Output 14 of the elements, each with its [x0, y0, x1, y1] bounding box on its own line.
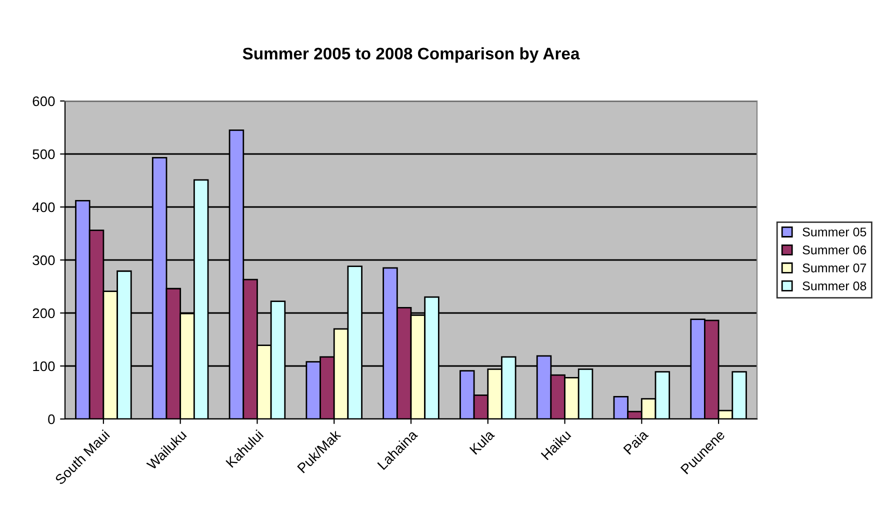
legend-label: Summer 06 [802, 246, 866, 254]
x-tick-label: Paia [622, 428, 649, 455]
y-tick-label: 0 [48, 414, 55, 424]
y-tick-label: 400 [32, 202, 55, 212]
chart-title: Summer 2005 to 2008 Comparison by Area [242, 47, 580, 63]
legend-label: Summer 08 [802, 281, 866, 290]
x-tick-label: Kula [469, 428, 496, 455]
y-tick-label: 300 [32, 255, 55, 266]
y-tick-label: 100 [33, 361, 55, 372]
legend-label: Summer 05 [802, 228, 866, 236]
y-tick-label: 500 [32, 149, 55, 160]
legend-label: Summer 07 [802, 264, 866, 272]
y-tick-label: 200 [32, 308, 55, 318]
y-tick-label: 600 [32, 96, 55, 106]
